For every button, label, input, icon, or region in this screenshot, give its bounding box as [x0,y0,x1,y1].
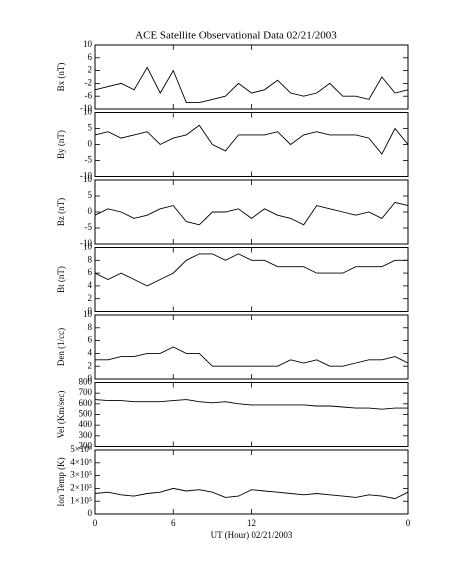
y-tick-label: 2 [88,293,93,303]
y-tick-label: 4×10⁵ [70,457,92,467]
y-tick-label: -10 [80,103,92,113]
y-tick-label: -5 [85,222,93,232]
y-axis-label: By (nT) [56,130,66,159]
y-tick-label: 2 [88,65,93,75]
y-tick-label: 0 [88,373,93,383]
y-tick-label: 0 [88,508,93,518]
y-tick-label: 10 [83,174,93,184]
y-tick-label: 10 [83,39,93,49]
data-line [94,201,409,226]
panel-frame [94,179,409,245]
y-tick-label: 0 [88,306,93,316]
y-tick-label: -10 [80,238,92,248]
y-tick-label: 0 [88,139,93,149]
y-tick-label: -10 [80,171,92,181]
data-line [94,253,408,287]
y-tick-label: -2 [85,77,93,87]
y-tick-label: 8 [88,322,93,332]
y-axis-label: Vel (Km/sec) [56,391,66,439]
y-tick-label: 300 [79,430,93,440]
y-tick-label: 200 [79,441,93,451]
x-tick-label: 0 [406,518,411,528]
y-tick-label: 700 [79,387,93,397]
y-tick-label: 4 [88,347,93,357]
y-tick-label: 10 [83,242,93,252]
y-tick-label: 800 [79,377,93,387]
y-tick-label: 4 [88,280,93,290]
data-line [94,66,409,104]
y-tick-label: 600 [79,398,93,408]
panel-frame [94,314,409,380]
y-tick-label: 500 [79,409,93,419]
y-tick-label: 5 [88,190,93,200]
data-line [94,124,409,155]
y-tick-label: -6 [85,90,93,100]
chart-title: ACE Satellite Observational Data 02/21/2… [135,30,337,42]
x-tick-label: 6 [171,518,176,528]
y-tick-label: 5×10⁵ [70,444,92,454]
y-tick-label: 3×10⁵ [70,470,92,480]
y-tick-label: 6 [88,267,93,277]
y-axis-label: Bx (nT) [56,63,66,92]
y-axis-label: Den (1/cc) [56,328,66,366]
y-tick-label: 2 [88,360,93,370]
y-tick-label: 8 [88,254,93,264]
data-line [95,346,409,367]
y-tick-label: 0 [88,206,93,216]
panel-frame [94,382,409,447]
y-tick-label: 400 [79,419,93,429]
y-tick-label: 6 [88,335,93,345]
y-axis-label: Ion Temp (K) [56,457,66,506]
y-tick-label: 2×10⁵ [70,482,92,492]
data-line [94,487,409,500]
y-axis-label: Bt (nT) [56,266,66,293]
y-tick-label: -5 [85,155,93,165]
y-axis-label: Bz (nT) [56,198,66,226]
x-tick-label: 0 [93,518,98,528]
y-tick-label: 10 [83,309,93,319]
y-tick-label: 6 [88,52,93,62]
x-tick-label: 12 [247,518,256,528]
panel-frame [94,112,409,177]
data-line [94,399,408,410]
panel-frame [94,247,409,312]
y-tick-label: 1×10⁵ [70,495,92,505]
x-axis-label: UT (Hour) 02/21/2003 [211,530,293,540]
panel-frame [94,449,409,515]
y-tick-label: 5 [88,123,93,133]
y-tick-label: 10 [83,107,93,117]
